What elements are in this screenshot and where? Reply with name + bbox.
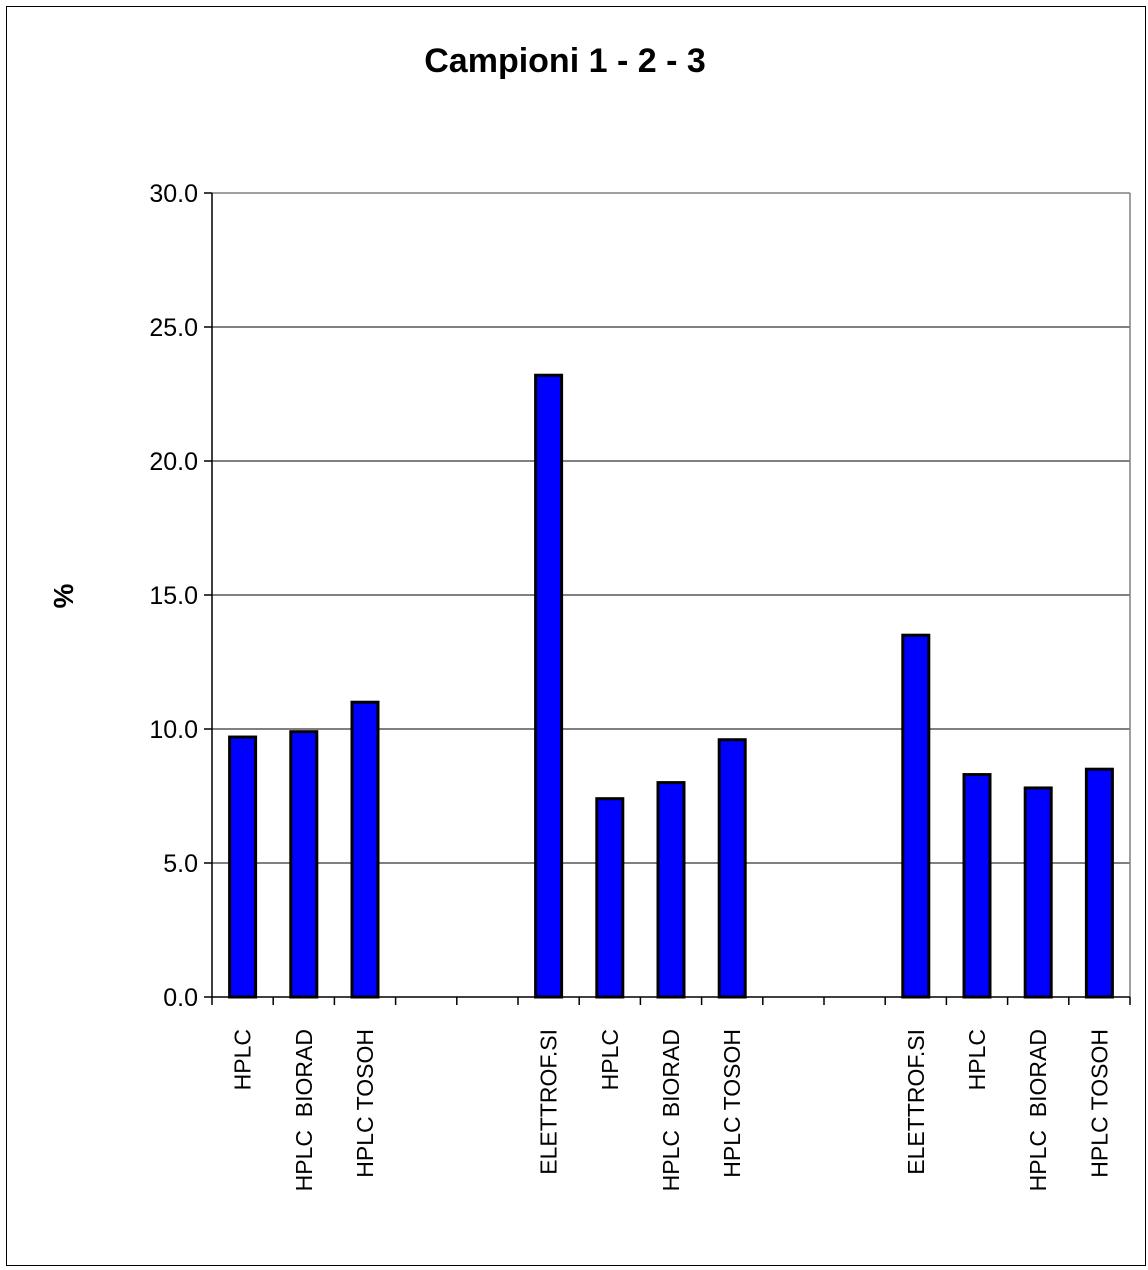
x-category-label: HPLC TOSOH bbox=[1086, 1029, 1112, 1178]
bar bbox=[350, 700, 380, 999]
x-category-label: HPLC bbox=[964, 1029, 990, 1090]
bar bbox=[1023, 786, 1053, 999]
x-category-label: HPLC BIORAD bbox=[291, 1029, 317, 1191]
x-category-label: HPLC bbox=[230, 1029, 256, 1090]
bar bbox=[595, 797, 625, 999]
bars bbox=[228, 373, 1114, 999]
bar bbox=[656, 781, 686, 999]
bar bbox=[534, 373, 564, 999]
bar bbox=[228, 735, 258, 999]
chart-frame bbox=[6, 6, 1146, 1266]
x-category-label: ELETTROF.SI bbox=[536, 1029, 562, 1175]
x-category-label: ELETTROF.SI bbox=[903, 1029, 929, 1175]
y-tick-label: 30.0 bbox=[149, 180, 198, 208]
y-tick-label: 15.0 bbox=[149, 582, 198, 610]
y-tick-label: 5.0 bbox=[163, 850, 198, 878]
x-category-labels: HPLC HPLC BIORAD HPLC TOSOH ELETTROF.SI HPLC… bbox=[230, 1029, 1113, 1191]
chart-title: Campioni 1 - 2 - 3 bbox=[424, 42, 706, 80]
bar bbox=[1084, 767, 1114, 999]
x-category-label: HPLC TOSOH bbox=[719, 1029, 745, 1178]
bar bbox=[901, 633, 931, 999]
y-tick-label: 0.0 bbox=[163, 984, 198, 1012]
bar bbox=[962, 773, 992, 999]
y-axis-label: % bbox=[48, 583, 79, 608]
x-category-label: HPLC BIORAD bbox=[1025, 1029, 1051, 1191]
bar bbox=[289, 730, 319, 999]
y-tick-label: 25.0 bbox=[149, 314, 198, 342]
y-tick-labels: 0.0 5.0 10.0 15.0 20.0 25.0 30.0 bbox=[149, 180, 198, 1012]
x-category-label: HPLC bbox=[597, 1029, 623, 1090]
y-tick-label: 20.0 bbox=[149, 448, 198, 476]
x-category-label: HPLC TOSOH bbox=[352, 1029, 378, 1178]
bar bbox=[717, 738, 747, 999]
y-tick-label: 10.0 bbox=[149, 716, 198, 744]
x-category-label: HPLC BIORAD bbox=[658, 1029, 684, 1191]
gridlines bbox=[212, 192, 1130, 864]
axes bbox=[204, 192, 1131, 1005]
